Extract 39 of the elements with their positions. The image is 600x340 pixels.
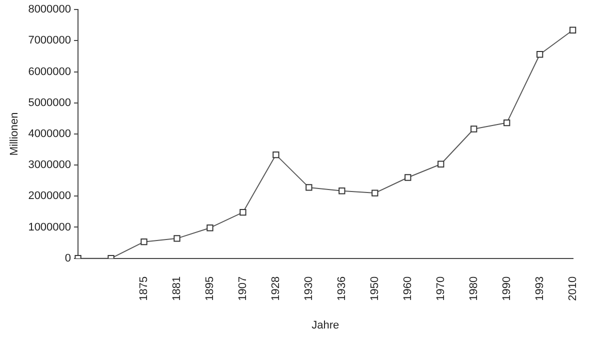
point xyxy=(504,119,510,126)
y-tick-label: 2000000 xyxy=(28,190,72,202)
y-tick-label: 3000000 xyxy=(28,159,72,172)
point xyxy=(306,184,312,191)
point xyxy=(372,190,378,196)
x-tick-label: 1930 xyxy=(302,276,315,301)
y-tick-label: 1000000 xyxy=(28,221,72,234)
x-tick-label: 1960 xyxy=(402,276,414,301)
point xyxy=(536,51,544,58)
point xyxy=(272,151,280,158)
y-tick-label: 6000000 xyxy=(28,66,72,78)
x-tick-label: 1895 xyxy=(204,276,216,301)
x-tick-label: 2010 xyxy=(566,276,579,301)
x-tick-label: 1980 xyxy=(468,276,480,301)
y-axis-title: Millionen xyxy=(8,112,21,156)
x-tick-label: 1990 xyxy=(500,276,513,301)
x-tick-label: 1928 xyxy=(270,276,282,301)
x-tick-label: 1875 xyxy=(138,276,150,301)
y-tick-label: 0 xyxy=(64,252,72,264)
point xyxy=(174,235,180,242)
x-tick-label: 1907 xyxy=(236,276,249,301)
point xyxy=(404,174,412,181)
point xyxy=(140,238,148,246)
point xyxy=(206,224,214,232)
x-tick-label: 1936 xyxy=(336,276,348,301)
point xyxy=(438,160,444,168)
x-axis-title: Jahre xyxy=(312,319,340,332)
x-tick-label: 1950 xyxy=(368,276,381,301)
x-tick-label: 1993 xyxy=(534,276,546,301)
point xyxy=(569,26,576,34)
y-tick-label: 7000000 xyxy=(28,34,72,47)
y-tick-label: 5000000 xyxy=(28,96,72,109)
point xyxy=(338,188,346,194)
y-tick-label: 8000000 xyxy=(28,4,72,16)
x-tick-label: 1970 xyxy=(434,276,447,301)
point xyxy=(470,126,478,132)
x-tick-label: 1881 xyxy=(171,276,184,301)
y-tick-label: 4000000 xyxy=(28,128,72,140)
point xyxy=(240,208,246,216)
